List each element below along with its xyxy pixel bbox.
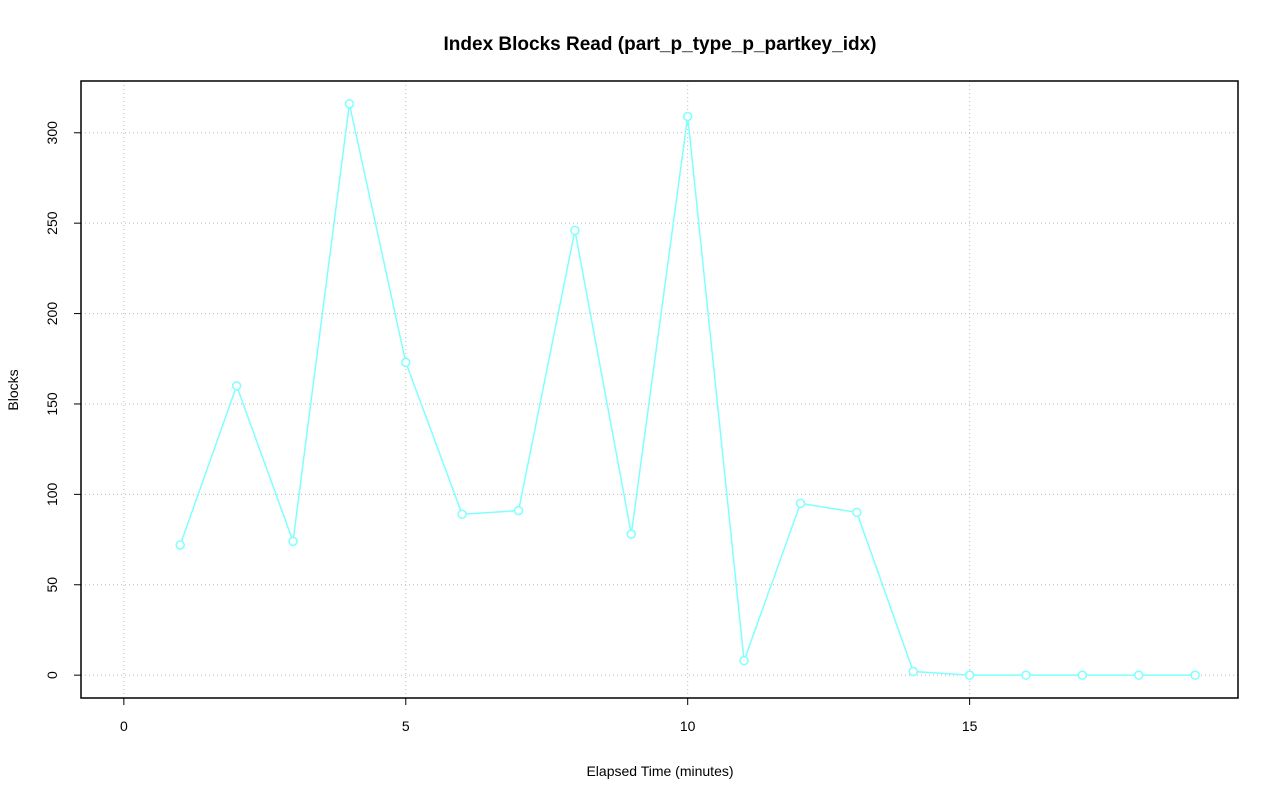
data-point <box>1190 670 1200 680</box>
data-point <box>908 666 918 677</box>
data-point <box>1134 670 1144 680</box>
data-point <box>401 357 411 368</box>
data-point <box>626 529 637 539</box>
data-point <box>570 225 580 236</box>
y-tick-label: 0 <box>44 671 60 679</box>
chart-title: Index Blocks Read (part_p_type_p_partkey… <box>444 34 877 55</box>
data-point <box>682 111 693 122</box>
data-point <box>175 540 185 550</box>
data-point <box>1021 670 1031 680</box>
y-tick-label: 300 <box>44 121 60 145</box>
y-tick-label: 100 <box>44 482 60 506</box>
data-point <box>795 498 806 509</box>
y-tick-label: 250 <box>44 211 60 235</box>
x-tick-label: 15 <box>962 718 978 734</box>
x-tick-label: 10 <box>680 718 696 734</box>
data-point <box>231 381 242 391</box>
data-point <box>739 655 749 666</box>
data-point <box>964 670 975 680</box>
x-tick-label: 0 <box>120 718 128 734</box>
data-point <box>457 509 467 519</box>
y-axis-label: Blocks <box>5 369 21 410</box>
y-tick-label: 50 <box>44 577 60 593</box>
data-point <box>513 505 524 516</box>
x-axis-label: Elapsed Time (minutes) <box>586 763 733 779</box>
x-tick-label: 5 <box>402 718 410 734</box>
data-point <box>852 507 862 518</box>
data-point <box>288 536 298 547</box>
y-tick-label: 150 <box>44 392 60 416</box>
data-point <box>344 99 355 109</box>
data-point <box>1077 670 1088 680</box>
plot-frame <box>80 80 1239 699</box>
y-tick-label: 200 <box>44 302 60 326</box>
